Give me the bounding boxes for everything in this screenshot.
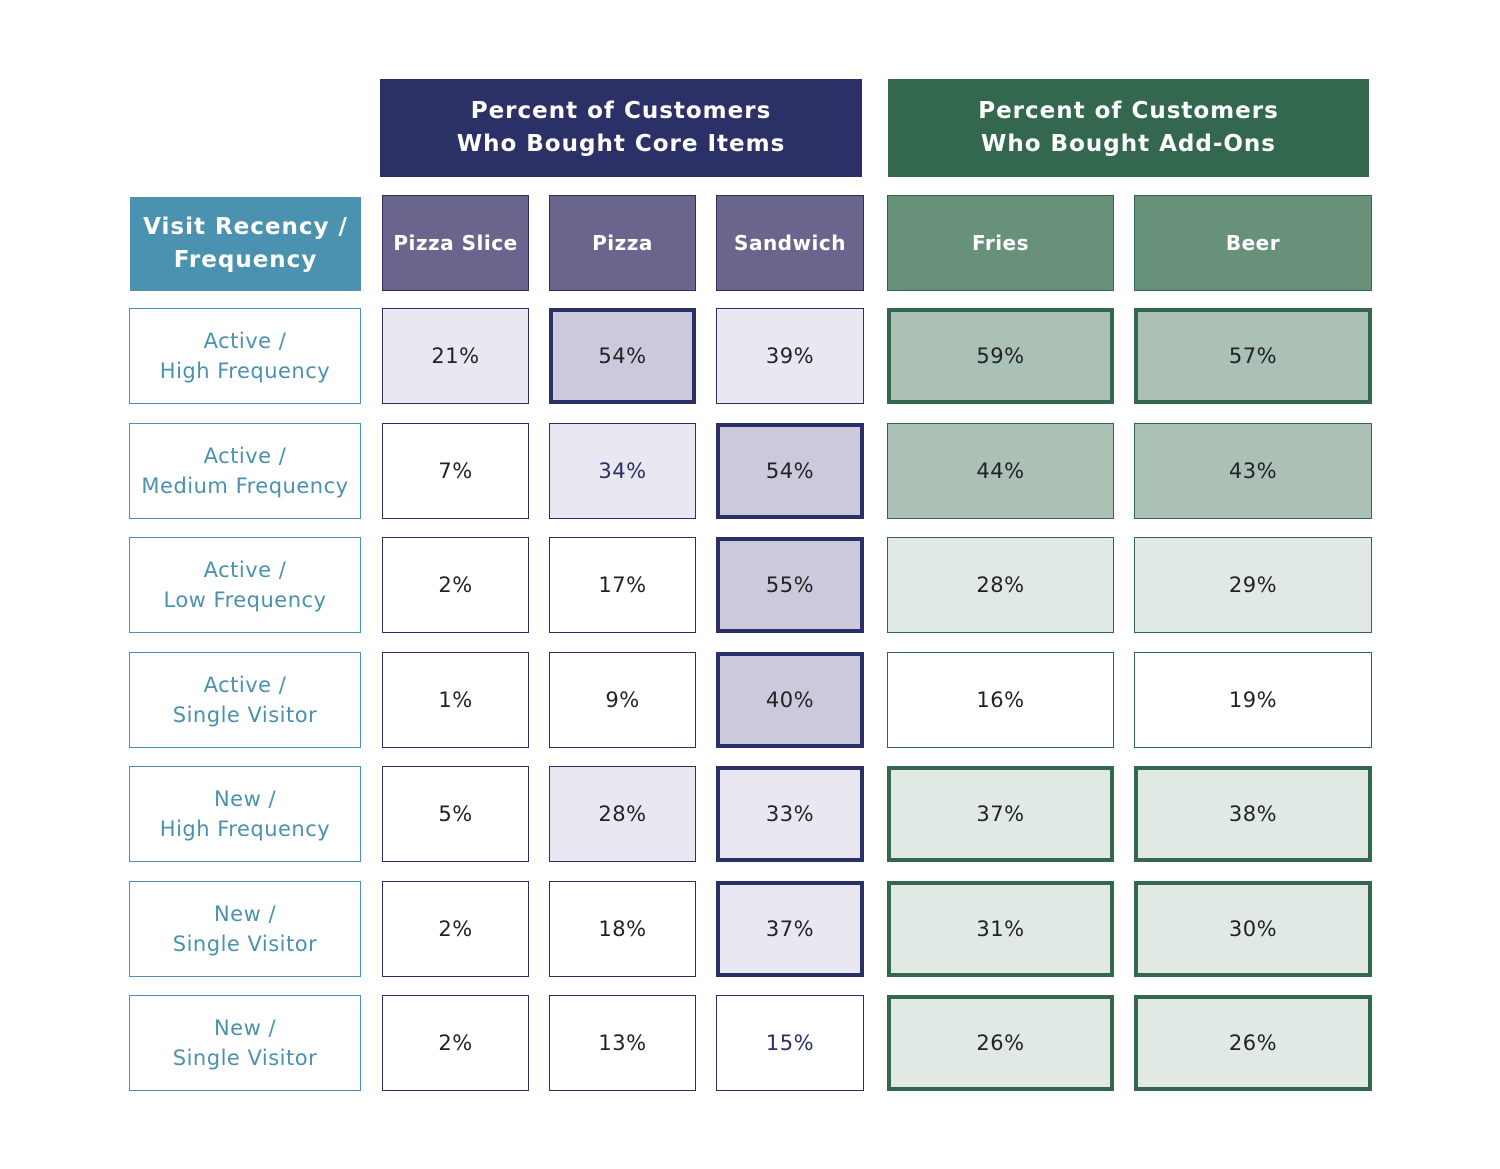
data-cell: 37%: [887, 766, 1114, 862]
row-label-line1: New /: [213, 1015, 277, 1040]
row-label-line1: New /: [213, 901, 277, 926]
data-cell: 5%: [382, 766, 529, 862]
data-cell: 26%: [887, 995, 1114, 1091]
add-ons-header-line1: Percent of Customers: [978, 97, 1279, 124]
row-label-line2: High Frequency: [159, 359, 331, 383]
data-cell: 2%: [382, 881, 529, 977]
row-label-line1: Active /: [203, 557, 287, 582]
data-cell: 30%: [1134, 881, 1372, 977]
data-cell: 31%: [887, 881, 1114, 977]
data-cell: 29%: [1134, 537, 1372, 633]
data-cell: 9%: [549, 652, 696, 748]
core-items-header-line1: Percent of Customers: [470, 97, 772, 124]
data-cell: 16%: [887, 652, 1114, 748]
row-label-line1: Active /: [203, 443, 287, 468]
row-header-line1: Visit Recency /: [143, 213, 348, 240]
data-cell: 37%: [716, 881, 864, 977]
row-label: New / High Frequency: [129, 766, 361, 862]
row-label-line2: Single Visitor: [172, 1046, 318, 1070]
data-cell: 15%: [716, 995, 864, 1091]
data-cell: 21%: [382, 308, 529, 404]
row-label-line1: New /: [213, 786, 277, 811]
data-cell: 13%: [549, 995, 696, 1091]
row-label: Active / Medium Frequency: [129, 423, 361, 519]
data-cell: 54%: [549, 308, 696, 404]
data-cell: 34%: [549, 423, 696, 519]
row-header-title: Visit Recency / Frequency: [130, 197, 361, 291]
data-cell: 28%: [549, 766, 696, 862]
data-cell: 55%: [716, 537, 864, 633]
data-cell: 57%: [1134, 308, 1372, 404]
data-cell: 43%: [1134, 423, 1372, 519]
column-header-sandwich: Sandwich: [716, 195, 864, 291]
core-items-group-header: Percent of Customers Who Bought Core Ite…: [380, 79, 862, 177]
data-cell: 38%: [1134, 766, 1372, 862]
row-label-line2: Single Visitor: [172, 703, 318, 727]
column-header-beer: Beer: [1134, 195, 1372, 291]
core-items-header-line2: Who Bought Core Items: [456, 131, 786, 157]
data-cell: 33%: [716, 766, 864, 862]
row-header-line2: Frequency: [173, 247, 318, 273]
data-cell: 2%: [382, 995, 529, 1091]
data-cell: 1%: [382, 652, 529, 748]
data-cell: 28%: [887, 537, 1114, 633]
column-header-pizza: Pizza: [549, 195, 696, 291]
row-label-line2: High Frequency: [159, 817, 331, 841]
data-cell: 59%: [887, 308, 1114, 404]
row-label-line1: Active /: [203, 328, 287, 353]
data-cell: 17%: [549, 537, 696, 633]
row-label: Active / High Frequency: [129, 308, 361, 404]
data-cell: 54%: [716, 423, 864, 519]
column-header-pizza-slice: Pizza Slice: [382, 195, 529, 291]
data-cell: 40%: [716, 652, 864, 748]
add-ons-header-line2: Who Bought Add-Ons: [981, 131, 1276, 157]
data-cell: 19%: [1134, 652, 1372, 748]
data-cell: 18%: [549, 881, 696, 977]
data-cell: 44%: [887, 423, 1114, 519]
row-label: Active / Single Visitor: [129, 652, 361, 748]
data-cell: 26%: [1134, 995, 1372, 1091]
data-cell: 2%: [382, 537, 529, 633]
row-label: New / Single Visitor: [129, 881, 361, 977]
row-label-line2: Single Visitor: [172, 932, 318, 956]
data-cell: 39%: [716, 308, 864, 404]
row-label: Active / Low Frequency: [129, 537, 361, 633]
row-label-line2: Medium Frequency: [141, 474, 349, 498]
row-label: New / Single Visitor: [129, 995, 361, 1091]
row-label-line2: Low Frequency: [163, 588, 327, 612]
row-label-line1: Active /: [203, 672, 287, 697]
column-header-fries: Fries: [887, 195, 1114, 291]
add-ons-group-header: Percent of Customers Who Bought Add-Ons: [888, 79, 1369, 177]
data-cell: 7%: [382, 423, 529, 519]
